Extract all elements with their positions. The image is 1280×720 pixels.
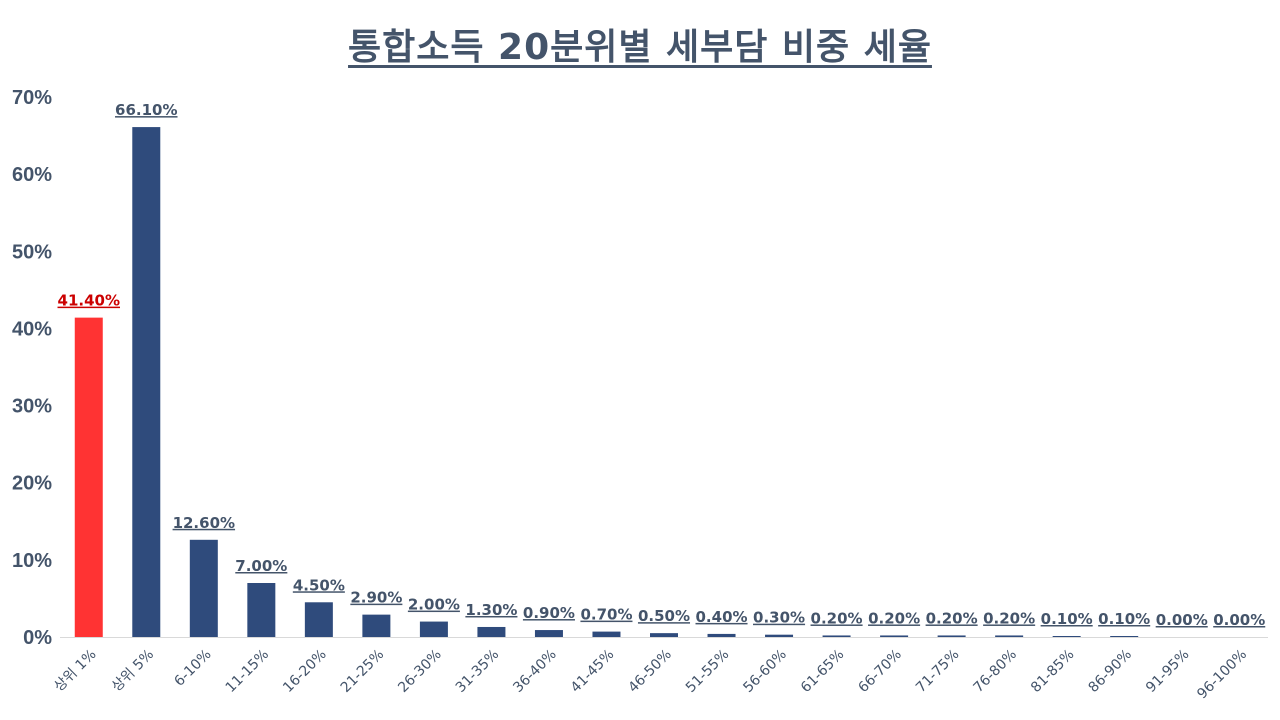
data-label: 0.30% bbox=[753, 609, 805, 627]
bars bbox=[74, 127, 1139, 637]
bar bbox=[822, 635, 851, 637]
data-label: 41.40% bbox=[58, 292, 120, 310]
x-tick-label: 36-40% bbox=[510, 647, 559, 696]
bar bbox=[247, 583, 276, 637]
data-label: 1.30% bbox=[465, 601, 517, 619]
y-tick-label: 10% bbox=[12, 550, 52, 572]
data-label: 0.50% bbox=[638, 607, 690, 625]
y-axis: 0% 10% 20% 30% 40% 50% 60% 70% bbox=[12, 87, 1268, 649]
bar bbox=[650, 633, 678, 637]
x-tick-label: 91-95% bbox=[1143, 647, 1192, 696]
data-label: 2.00% bbox=[408, 596, 460, 614]
data-label: 2.90% bbox=[350, 589, 402, 607]
x-tick-label: 81-85% bbox=[1028, 647, 1077, 696]
y-tick-label: 50% bbox=[12, 241, 52, 263]
y-tick-label: 0% bbox=[23, 627, 52, 649]
bar bbox=[707, 633, 736, 637]
y-tick-label: 20% bbox=[12, 473, 52, 495]
y-tick-label: 70% bbox=[12, 87, 52, 109]
x-tick-label: 31-35% bbox=[453, 647, 502, 696]
bar bbox=[534, 630, 563, 637]
x-tick-label: 71-75% bbox=[913, 647, 962, 696]
data-label: 0.20% bbox=[983, 609, 1035, 627]
x-tick-label: 96-100% bbox=[1194, 647, 1250, 703]
bar bbox=[477, 626, 506, 637]
x-tick-label: 51-55% bbox=[683, 647, 732, 696]
y-tick-label: 30% bbox=[12, 396, 52, 418]
bar bbox=[304, 602, 333, 637]
data-label: 0.70% bbox=[580, 606, 632, 624]
x-tick-label: 11-15% bbox=[223, 647, 272, 696]
data-label: 0.10% bbox=[1098, 610, 1150, 628]
bar bbox=[1110, 636, 1139, 637]
data-label: 0.00% bbox=[1213, 611, 1265, 629]
bar bbox=[189, 539, 218, 637]
data-label: 0.90% bbox=[523, 604, 575, 622]
data-label: 0.00% bbox=[1156, 611, 1208, 629]
bar bbox=[1052, 636, 1081, 637]
data-label: 0.10% bbox=[1041, 610, 1093, 628]
data-label: 0.20% bbox=[926, 609, 978, 627]
bar bbox=[937, 635, 966, 637]
x-tick-label: 16-20% bbox=[280, 647, 329, 696]
x-tick-label: 상위 5% bbox=[109, 647, 157, 695]
data-labels: 41.40% 66.10% 12.60% 7.00% 4.50% 2.90% 2.00% 1.… bbox=[58, 101, 1266, 629]
data-label: 7.00% bbox=[235, 557, 287, 575]
bar bbox=[419, 621, 448, 637]
x-tick-label: 61-65% bbox=[798, 647, 847, 696]
x-axis: 상위 1% 상위 5% 6-10% 11-15% 16-20% 21-25% 26-30% 3… bbox=[51, 647, 1250, 703]
x-tick-label: 86-90% bbox=[1086, 647, 1135, 696]
bar bbox=[592, 631, 621, 637]
bar bbox=[132, 127, 161, 637]
data-label: 66.10% bbox=[115, 101, 177, 119]
chart-title: 통합소득 20분위별 세부담 비중 세율 bbox=[348, 27, 932, 68]
data-label: 12.60% bbox=[173, 514, 235, 532]
bar bbox=[74, 317, 103, 637]
x-tick-label: 76-80% bbox=[970, 647, 1019, 696]
y-tick-label: 60% bbox=[12, 164, 52, 186]
data-label: 4.50% bbox=[293, 576, 345, 594]
x-tick-label: 6-10% bbox=[171, 647, 214, 690]
x-tick-label: 46-50% bbox=[625, 647, 674, 696]
y-tick-label: 40% bbox=[12, 318, 52, 340]
bar bbox=[362, 614, 391, 637]
x-tick-label: 66-70% bbox=[855, 647, 904, 696]
data-label: 0.20% bbox=[811, 609, 863, 627]
bar bbox=[995, 635, 1024, 637]
x-tick-label: 41-45% bbox=[568, 647, 617, 696]
x-tick-label: 56-60% bbox=[740, 647, 789, 696]
x-tick-label: 상위 1% bbox=[51, 647, 99, 695]
data-label: 0.40% bbox=[696, 608, 748, 626]
data-label: 0.20% bbox=[868, 609, 920, 627]
x-tick-label: 21-25% bbox=[338, 647, 387, 696]
bar bbox=[765, 634, 794, 637]
bar bbox=[880, 635, 909, 637]
x-tick-label: 26-30% bbox=[395, 647, 444, 696]
